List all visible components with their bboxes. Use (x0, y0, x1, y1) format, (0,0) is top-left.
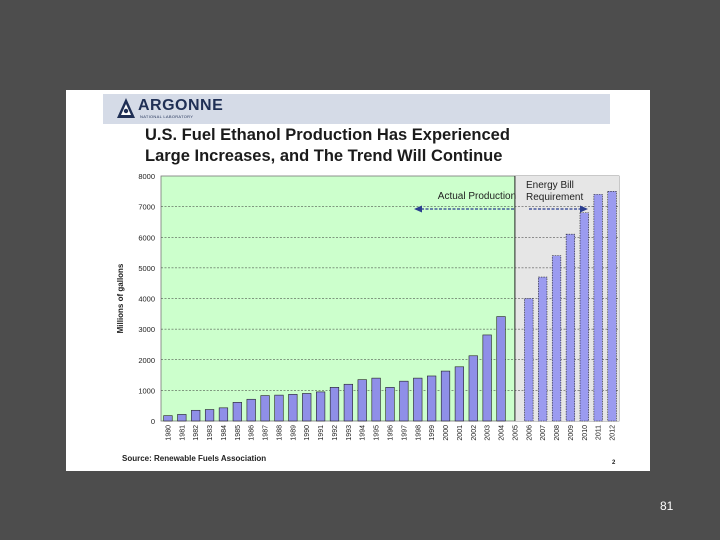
x-tick-label: 1983 (207, 425, 214, 441)
x-tick-label: 1994 (360, 425, 367, 441)
y-tick-label: 5000 (138, 264, 155, 273)
actual-bar (218, 407, 229, 422)
ethanol-production-chart: 0 1000 2000 3000 4000 5000 6000 7000 8000 1980 198… (116, 172, 620, 441)
x-tick-label: 1995 (374, 425, 381, 441)
x-tick-label: 1991 (318, 425, 325, 441)
y-tick-label: 1000 (138, 386, 155, 395)
logo-subtitle: NATIONAL LABORATORY (140, 114, 194, 119)
x-tick-label: 1999 (429, 425, 436, 441)
actual-bar (413, 377, 423, 422)
x-tick-label: 1992 (332, 425, 339, 441)
header-band (103, 94, 610, 124)
x-tick-label: 1993 (346, 425, 353, 441)
x-tick-label: 2003 (485, 425, 492, 441)
x-tick-label: 1987 (263, 425, 270, 441)
x-tick-label: 1980 (165, 425, 172, 441)
x-tick-label: 2006 (526, 425, 533, 441)
x-tick-label: 2004 (499, 425, 506, 441)
projected-bar (579, 212, 589, 422)
logo-name: ARGONNE (138, 97, 224, 114)
projected-bar (593, 194, 603, 422)
y-tick-label: 7000 (138, 203, 155, 212)
actual-bar (343, 383, 353, 422)
source-note: Source: Renewable Fuels Association (122, 454, 267, 463)
actual-bar (246, 398, 256, 422)
projected-bar (607, 191, 617, 422)
actual-bar (232, 402, 242, 422)
x-tick-label: 1998 (415, 425, 422, 441)
argonne-logo: ARGONNE NATIONAL LABORATORY (114, 96, 224, 122)
actual-bar (385, 387, 395, 422)
y-tick-label: 3000 (138, 325, 155, 334)
actual-bar (177, 414, 187, 422)
actual-bar (302, 393, 312, 422)
argonne-logo-icon (117, 98, 135, 118)
x-tick-label: 1982 (193, 425, 200, 441)
projected-bar (524, 298, 534, 422)
slide-title-line-2: Large Increases, and The Trend Will Cont… (145, 147, 503, 165)
actual-bar (274, 394, 284, 422)
annotation-energy-bill-line: Energy Bill (526, 180, 574, 191)
x-tick-label: 2000 (443, 425, 450, 441)
actual-bar (329, 387, 340, 422)
slide: ARGONNE NATIONAL LABORATORY U.S. Fuel Et… (66, 90, 650, 471)
x-tick-label: 2007 (540, 425, 547, 441)
annotation-energy-arrowhead (580, 205, 588, 213)
x-tick-label: 2010 (582, 425, 589, 441)
annotation-actual-production: Actual Production (438, 191, 516, 202)
annotation-actual-arrowhead (414, 205, 422, 213)
actual-bar (204, 409, 215, 422)
actual-bar (316, 391, 326, 422)
y-tick-label: 0 (151, 417, 155, 426)
x-tick-label: 2005 (512, 425, 519, 441)
annotation-energy-bill-line: Requirement (526, 192, 583, 203)
projected-bar (551, 255, 562, 422)
y-axis-label: Millions of gallons (116, 263, 125, 333)
actual-bar (427, 375, 437, 422)
slide-footer-page: 2 (612, 460, 616, 466)
x-tick-label: 1981 (179, 425, 186, 441)
x-tick-label: 2008 (554, 425, 561, 441)
x-tick-label: 1984 (221, 425, 228, 441)
y-tick-label: 4000 (138, 295, 155, 304)
x-tick-label: 1996 (388, 425, 395, 441)
x-tick-label: 2002 (471, 425, 478, 441)
slide-title: U.S. Fuel Ethanol Production Has Experie… (145, 125, 625, 167)
x-tick-label: 1997 (401, 425, 408, 441)
x-tick-label: 1988 (276, 425, 283, 441)
y-tick-label: 8000 (138, 172, 155, 181)
actual-bar (191, 409, 201, 422)
projected-bar (565, 233, 576, 422)
y-tick-label: 6000 (138, 233, 155, 242)
x-tick-label: 1990 (304, 425, 311, 441)
x-tick-label: 1989 (290, 425, 297, 441)
actual-bar (454, 366, 464, 422)
x-tick-label: 2012 (610, 425, 617, 441)
x-tick-label: 2001 (457, 425, 464, 441)
actual-bar (357, 379, 367, 422)
y-tick-label: 2000 (138, 356, 155, 365)
actual-bar (496, 316, 506, 422)
x-tick-label: 2011 (596, 425, 603, 440)
x-tick-label: 1986 (249, 425, 256, 441)
x-tick-label: 2009 (568, 425, 575, 441)
x-tick-label: 1985 (235, 425, 242, 441)
actual-bar (399, 380, 409, 422)
actual-bar (482, 334, 492, 422)
slide-title-line-1: U.S. Fuel Ethanol Production Has Experie… (145, 126, 510, 144)
actual-bar (371, 377, 381, 422)
projected-bar (538, 276, 548, 422)
actual-bar (288, 394, 298, 422)
actual-bar (468, 355, 478, 422)
slide-number: 81 (660, 499, 674, 513)
actual-bar (260, 395, 270, 422)
actual-bar (163, 415, 173, 422)
actual-bar (440, 370, 451, 422)
